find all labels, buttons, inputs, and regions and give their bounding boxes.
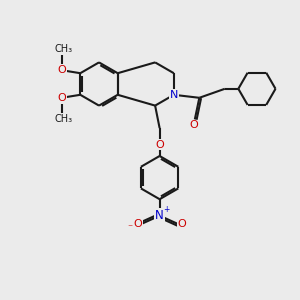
- Text: N: N: [155, 209, 164, 222]
- Text: N: N: [169, 90, 178, 100]
- Text: O: O: [57, 93, 66, 103]
- Text: O: O: [133, 219, 142, 229]
- Text: O: O: [57, 65, 66, 75]
- Text: O: O: [155, 140, 164, 150]
- Text: O: O: [189, 120, 198, 130]
- Text: CH₃: CH₃: [54, 114, 72, 124]
- Text: +: +: [163, 205, 169, 214]
- Text: CH₃: CH₃: [54, 44, 72, 54]
- Text: ⁻: ⁻: [127, 224, 132, 234]
- Text: O: O: [177, 219, 186, 229]
